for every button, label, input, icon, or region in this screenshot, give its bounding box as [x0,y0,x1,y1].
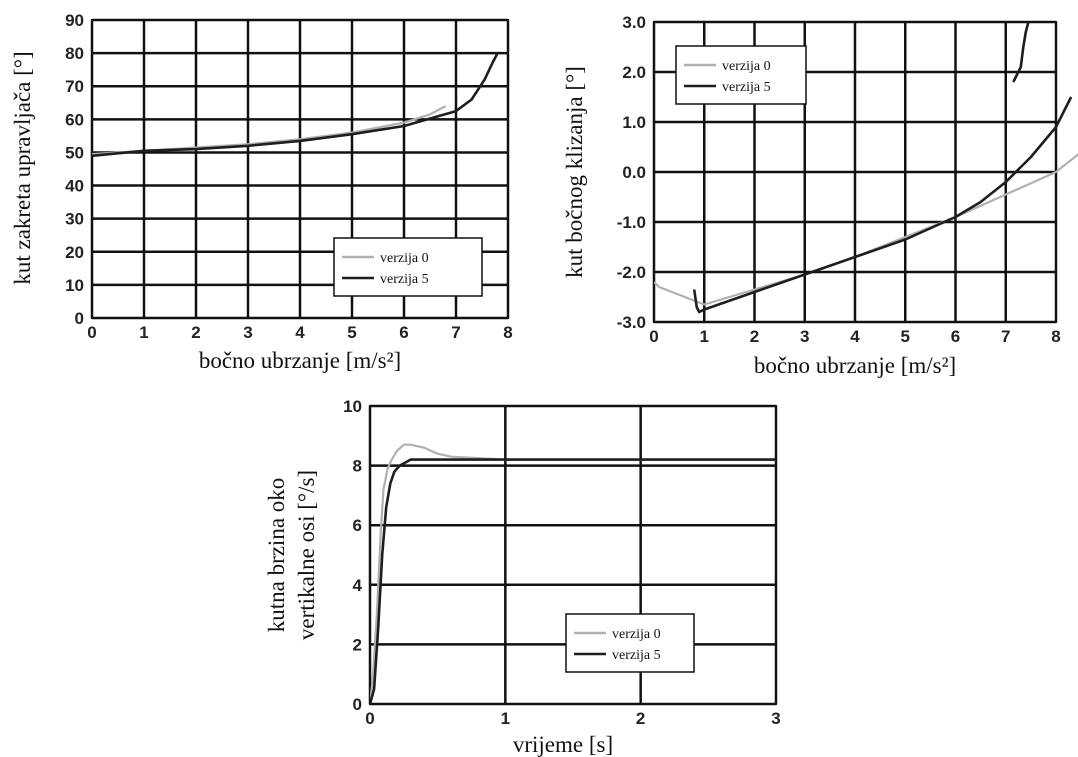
legend-box [675,45,807,105]
y-tick-label: -2.0 [617,263,646,282]
y-tick-label: 0.0 [622,163,646,182]
y-tick-label: 70 [65,77,84,96]
y-axis-label-line: kut zakreta upravljača [°] [10,51,35,284]
x-tick-label: 0 [87,323,96,342]
legend-box [565,613,695,673]
y-tick-label: -1.0 [617,213,646,232]
legend-label: verzija 0 [722,59,771,74]
series-line-verzija-5 [692,96,1073,314]
x-axis-label: bočno ubrzanje [m/s²] [754,353,956,378]
x-tick-label: 5 [347,323,356,342]
x-tick-label: 0 [649,327,658,346]
series-line-verzija-5 [92,52,499,158]
x-axis-label: vrijeme [s] [513,732,613,757]
y-tick-label: 50 [65,143,84,162]
y-tick-label: 80 [65,44,84,63]
x-tick-label: 1 [501,709,510,728]
y-tick-label: 30 [65,210,84,229]
y-tick-label: -3.0 [617,313,646,332]
y-tick-label: 90 [65,11,84,30]
legend: verzija 0 verzija 5 [333,237,483,297]
legend-label: verzija 5 [380,272,429,287]
y-tick-label: 8 [353,457,362,476]
legend-box [333,237,483,297]
x-tick-label: 8 [503,323,512,342]
y-tick-label: 2 [353,635,362,654]
x-tick-label: 1 [700,327,709,346]
series-line-verzija-5 [1012,21,1030,83]
x-tick-label: 1 [139,323,148,342]
y-axis-label: kut zakreta upravljača [°] [10,51,35,284]
x-tick-label: 2 [750,327,759,346]
y-axis-label-line: kutna brzina oko [264,478,289,633]
y-axis-label: kutna brzina oko vertikalne osi [°/s] [264,470,319,640]
y-tick-label: 2.0 [622,63,646,82]
x-tick-label: 6 [399,323,408,342]
legend: verzija 0 verzija 5 [565,613,695,673]
y-tick-label: 3.0 [622,13,646,32]
y-tick-label: 4 [353,576,363,595]
y-tick-label: 10 [343,397,362,416]
legend: verzija 0 verzija 5 [675,45,807,105]
y-tick-label: 60 [65,110,84,129]
y-tick-label: 1.0 [622,113,646,132]
x-tick-label: 7 [1001,327,1010,346]
x-tick-label: 3 [771,709,780,728]
legend-label: verzija 0 [612,627,661,642]
x-tick-label: 3 [243,323,252,342]
y-axis-label-line: vertikalne osi [°/s] [294,470,319,640]
legend-label: verzija 0 [380,251,429,266]
x-tick-label: 0 [365,709,374,728]
x-tick-label: 8 [1051,327,1060,346]
x-tick-label: 4 [295,323,305,342]
x-axis-label: bočno ubrzanje [m/s²] [199,348,401,373]
x-tick-label: 2 [636,709,645,728]
x-tick-label: 4 [850,327,860,346]
x-tick-label: 5 [901,327,910,346]
plot-area [369,405,777,705]
x-tick-label: 3 [800,327,809,346]
y-axis-label-line: kut bočnog klizanja [°] [562,66,587,278]
series-line-verzija-5 [370,458,776,705]
x-tick-label: 7 [451,323,460,342]
chart-1: 0 1 2 3 4 5 6 7 8 -3.0 -2.0 -1.0 0.0 1.0 2.0 3.0 bočno u… [562,13,1078,378]
y-tick-label: 10 [65,276,84,295]
x-tick-label: 6 [951,327,960,346]
y-tick-label: 6 [353,516,362,535]
plot-area [91,19,509,319]
legend-label: verzija 5 [722,80,771,95]
y-tick-label: 0 [75,309,84,328]
y-tick-label: 0 [353,695,362,714]
x-tick-label: 2 [191,323,200,342]
legend-label: verzija 5 [612,648,661,663]
y-tick-label: 20 [65,243,84,262]
y-tick-label: 40 [65,177,84,196]
y-axis-label: kut bočnog klizanja [°] [562,66,587,278]
